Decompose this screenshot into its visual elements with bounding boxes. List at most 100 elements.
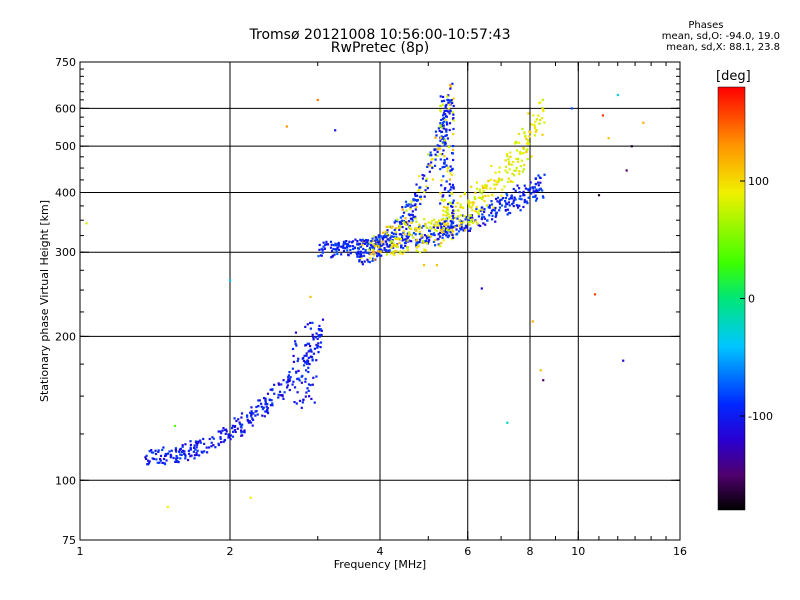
data-point <box>179 457 182 460</box>
data-point <box>200 450 203 453</box>
data-point <box>377 241 380 244</box>
data-point <box>402 211 406 214</box>
data-point <box>491 218 494 221</box>
data-point <box>368 248 371 251</box>
data-point <box>321 251 324 254</box>
data-point <box>424 249 427 252</box>
data-point <box>386 229 389 232</box>
data-point <box>180 453 183 457</box>
data-point <box>195 451 198 454</box>
data-point <box>516 184 519 187</box>
data-point <box>264 410 267 413</box>
data-point <box>480 216 484 219</box>
data-point <box>240 416 243 419</box>
data-point <box>511 172 514 175</box>
data-point <box>269 404 273 407</box>
data-point <box>233 425 237 428</box>
data-point <box>181 444 184 447</box>
data-point <box>528 130 531 133</box>
data-point <box>434 158 437 161</box>
data-point <box>440 130 444 133</box>
data-point <box>398 233 401 236</box>
data-point <box>305 360 308 363</box>
data-point <box>410 221 413 224</box>
data-point <box>488 214 491 217</box>
data-point <box>479 196 482 199</box>
data-point <box>528 135 531 138</box>
data-point <box>174 457 178 460</box>
data-point <box>175 454 178 458</box>
data-point <box>293 386 297 389</box>
data-point <box>444 106 447 109</box>
data-point <box>451 205 454 209</box>
data-point <box>406 204 409 207</box>
data-point <box>533 125 537 128</box>
data-point <box>277 382 280 385</box>
data-point <box>532 190 535 193</box>
data-point <box>288 370 291 374</box>
data-point <box>434 130 438 133</box>
data-point <box>404 238 407 241</box>
data-point <box>315 375 318 378</box>
data-point <box>453 210 456 213</box>
data-point <box>473 195 476 199</box>
data-point <box>277 396 280 399</box>
data-point <box>311 359 314 362</box>
data-point <box>439 124 442 127</box>
data-point <box>363 239 366 243</box>
data-point <box>372 257 375 260</box>
data-point <box>468 223 471 226</box>
data-point <box>399 250 402 253</box>
data-point <box>442 222 445 225</box>
data-point <box>172 456 175 460</box>
data-point <box>325 240 328 243</box>
data-point <box>285 381 288 384</box>
data-point <box>452 199 455 202</box>
data-point <box>404 217 407 220</box>
data-point <box>498 202 502 205</box>
data-point <box>516 206 520 209</box>
data-point <box>518 191 521 194</box>
data-point <box>467 199 470 202</box>
data-point <box>491 194 494 197</box>
data-point <box>607 137 610 140</box>
data-point <box>324 243 327 247</box>
data-point <box>418 186 421 189</box>
data-point <box>464 218 467 221</box>
data-point <box>445 164 448 167</box>
data-point <box>384 230 387 233</box>
data-point <box>362 240 365 243</box>
data-point <box>516 149 519 152</box>
data-point <box>264 403 267 406</box>
data-point <box>378 241 381 245</box>
data-point <box>196 449 199 452</box>
data-point <box>449 172 452 175</box>
data-point <box>507 211 511 215</box>
data-point <box>451 209 455 212</box>
data-point <box>450 186 453 189</box>
data-point <box>356 247 360 250</box>
data-point <box>438 222 442 225</box>
data-point <box>380 244 384 247</box>
data-point <box>414 192 417 196</box>
data-point <box>535 118 538 121</box>
data-point <box>531 186 534 189</box>
data-point <box>400 246 403 249</box>
data-point <box>527 142 531 145</box>
data-point <box>449 205 453 208</box>
data-point <box>431 166 434 169</box>
data-point <box>388 234 391 237</box>
colorbar-tick-label: 100 <box>748 175 769 188</box>
data-point <box>483 208 486 211</box>
data-point <box>543 173 546 176</box>
data-point <box>439 104 442 108</box>
data-point <box>492 206 495 209</box>
data-point <box>475 207 478 211</box>
data-point <box>401 234 404 237</box>
data-point <box>442 213 445 217</box>
data-point <box>300 406 303 409</box>
data-point <box>407 203 411 206</box>
data-point <box>390 235 393 238</box>
data-point <box>356 252 359 255</box>
data-point <box>443 198 446 202</box>
